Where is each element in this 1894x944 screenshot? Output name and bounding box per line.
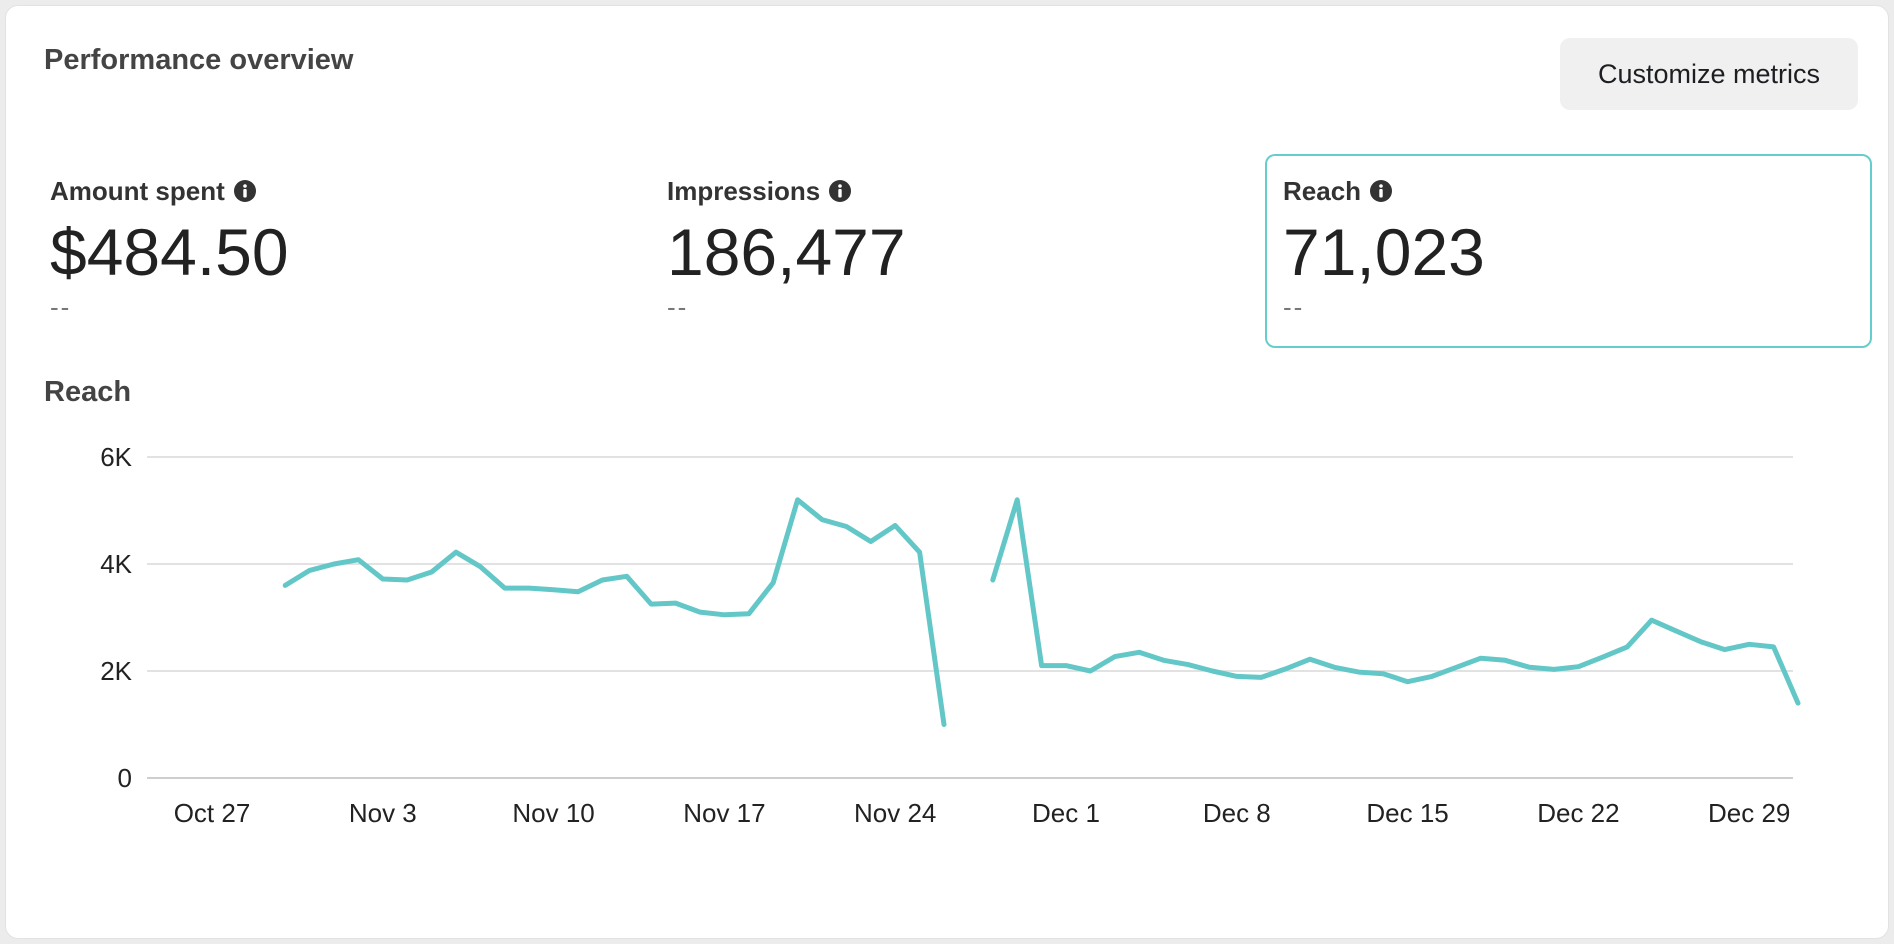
y-tick-label: 4K [100, 549, 132, 579]
metric-label: Reach [1283, 175, 1362, 206]
x-tick-label: Dec 8 [1203, 798, 1271, 828]
y-tick-label: 0 [118, 763, 132, 793]
x-tick-label: Oct 27 [174, 798, 251, 828]
reach-line-chart: 0 2K 4K 6K Oct 27 Nov 3 Nov 10 Nov 17 Nov 24 Dec … [100, 442, 1801, 828]
metric-card-reach[interactable]: Reach 71,023 -- [1265, 154, 1872, 348]
series-line [282, 497, 947, 727]
customize-metrics-button[interactable]: Customize metrics [1560, 38, 1858, 110]
page-title: Performance overview [44, 44, 354, 76]
metric-value: $484.50 [50, 215, 289, 289]
info-icon[interactable] [828, 179, 852, 203]
x-tick-label: Dec 29 [1708, 798, 1790, 828]
x-tick-label: Dec 15 [1366, 798, 1448, 828]
metric-delta: -- [667, 292, 689, 322]
chart-title: Reach [44, 376, 132, 408]
metric-delta: -- [1283, 292, 1305, 322]
metric-card-impressions[interactable]: Impressions 186,477 -- [649, 154, 1229, 348]
metric-value: 71,023 [1283, 215, 1485, 289]
metric-value: 186,477 [667, 215, 906, 289]
x-tick-label: Nov 24 [854, 798, 936, 828]
y-tick-label: 2K [100, 656, 132, 686]
series-line [990, 497, 1801, 706]
x-tick-label: Dec 22 [1537, 798, 1619, 828]
metric-label: Impressions [667, 175, 821, 206]
metric-label: Amount spent [50, 175, 225, 206]
performance-overview-card: Performance overview Customize metrics A… [6, 6, 1888, 938]
x-tick-label: Nov 10 [512, 798, 594, 828]
x-tick-label: Nov 3 [349, 798, 417, 828]
y-tick-label: 6K [100, 442, 132, 472]
x-tick-label: Nov 17 [683, 798, 765, 828]
metric-delta: -- [50, 292, 72, 322]
info-icon[interactable] [233, 179, 257, 203]
metric-card-amount-spent[interactable]: Amount spent $484.50 -- [32, 154, 612, 348]
info-icon[interactable] [1369, 179, 1393, 203]
x-tick-label: Dec 1 [1032, 798, 1100, 828]
